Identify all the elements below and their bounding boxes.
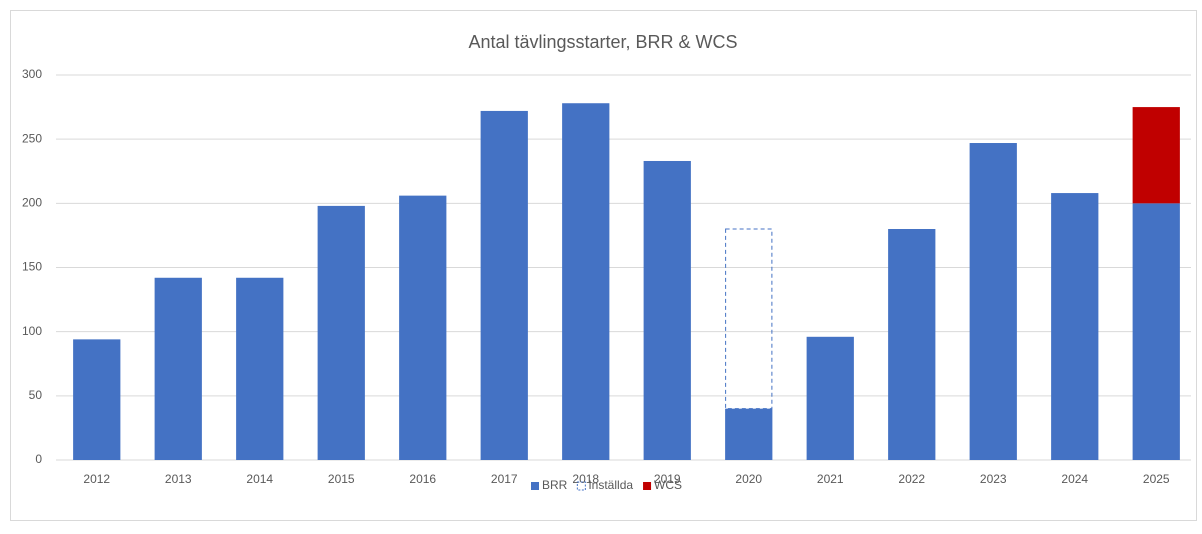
x-tick-label: 2025	[1143, 472, 1170, 486]
bar	[154, 277, 202, 460]
bar	[562, 103, 610, 460]
bar	[725, 408, 773, 460]
x-tick-label: 2022	[898, 472, 925, 486]
y-tick-label: 250	[22, 131, 42, 145]
bar	[1132, 203, 1180, 461]
x-tick-label: 2019	[654, 472, 681, 486]
bar	[643, 160, 691, 460]
x-tick-label: 2021	[817, 472, 844, 486]
bar	[1051, 193, 1099, 461]
legend-swatch	[531, 482, 539, 490]
x-tick-label: 2016	[409, 472, 436, 486]
x-tick-label: 2013	[165, 472, 192, 486]
x-tick-label: 2014	[246, 472, 273, 486]
x-tick-label: 2012	[83, 472, 110, 486]
y-tick-label: 200	[22, 196, 42, 210]
bar	[725, 228, 773, 410]
legend-label: Inställda	[588, 478, 633, 492]
bar	[73, 339, 121, 460]
y-tick-label: 100	[22, 324, 42, 338]
legend-swatch	[643, 482, 652, 490]
legend-label: WCS	[654, 478, 682, 492]
bar	[888, 229, 936, 460]
x-tick-label: 2017	[491, 472, 518, 486]
bar	[236, 277, 284, 460]
legend-label: BRR	[542, 478, 568, 492]
y-tick-label: 150	[22, 260, 42, 274]
x-tick-label: 2020	[735, 472, 762, 486]
x-tick-label: 2015	[328, 472, 355, 486]
bar	[399, 195, 447, 460]
x-tick-label: 2023	[980, 472, 1007, 486]
legend-swatch	[576, 481, 586, 491]
bar	[480, 110, 528, 460]
y-tick-label: 300	[22, 67, 42, 81]
x-tick-label: 2024	[1061, 472, 1088, 486]
bar	[969, 143, 1017, 460]
y-tick-label: 50	[29, 388, 43, 402]
bar	[806, 336, 854, 460]
bar	[317, 205, 365, 460]
y-tick-label: 0	[35, 452, 42, 466]
x-tick-label: 2018	[572, 472, 599, 486]
bar	[1132, 107, 1180, 204]
chart-title: Antal tävlingsstarter, BRR & WCS	[468, 32, 737, 52]
